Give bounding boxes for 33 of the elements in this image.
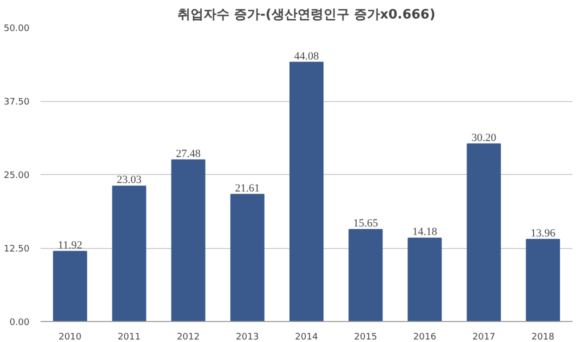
x-tick-label: 2012 (176, 332, 200, 342)
data-label: 21.61 (235, 182, 260, 194)
x-tick-label: 2018 (531, 332, 555, 342)
chart-title: 취업자수 증가-(생산연령인구 증가x0.666) (178, 8, 436, 22)
y-tick-label: 50.00 (4, 24, 30, 34)
x-tick-label: 2011 (118, 332, 141, 342)
bar (466, 143, 501, 322)
bar (348, 228, 383, 322)
x-tick-label: 2013 (236, 332, 259, 342)
x-tick-label: 2014 (295, 332, 318, 342)
data-label: 27.48 (176, 148, 202, 160)
data-label: 44.08 (294, 50, 320, 62)
y-tick-label: 25.00 (4, 171, 30, 181)
data-label: 23.03 (116, 174, 142, 186)
bar (289, 62, 324, 322)
x-tick-label: 2017 (472, 332, 496, 342)
y-tick-label: 12.50 (4, 244, 30, 254)
x-tick-label: 2010 (58, 332, 82, 342)
y-tick-label: 0.00 (9, 318, 30, 328)
data-label: 15.65 (353, 217, 378, 230)
x-tick-label: 2016 (413, 332, 436, 342)
bar (408, 238, 442, 322)
bar (112, 186, 146, 322)
bar (53, 250, 88, 322)
bar (526, 238, 560, 322)
y-tick-label: 37.50 (4, 98, 30, 108)
bar (230, 194, 264, 322)
data-label: 30.20 (471, 132, 497, 144)
data-label: 11.92 (58, 239, 82, 252)
data-label: 14.18 (412, 226, 438, 238)
data-label: 13.96 (530, 227, 556, 240)
bar (171, 159, 206, 322)
x-tick-label: 2015 (354, 332, 378, 342)
